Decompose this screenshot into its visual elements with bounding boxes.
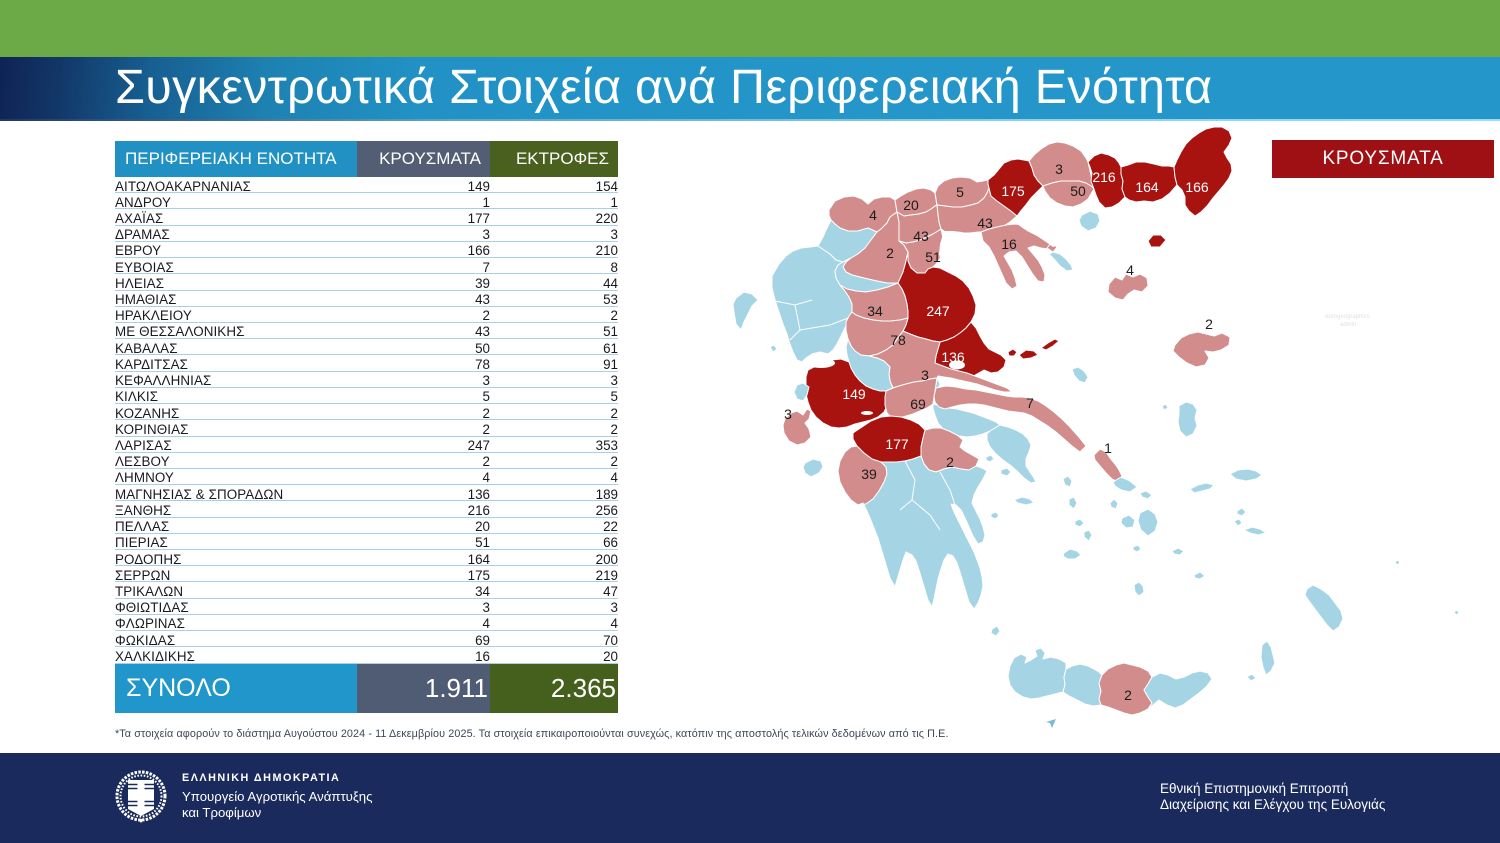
svg-text:136: 136 xyxy=(941,349,965,365)
svg-text:2: 2 xyxy=(946,454,954,470)
svg-text:216: 216 xyxy=(1092,169,1116,185)
svg-text:4: 4 xyxy=(1126,262,1134,278)
svg-text:164: 164 xyxy=(1135,179,1159,195)
svg-text:3: 3 xyxy=(1055,161,1063,177)
svg-text:2: 2 xyxy=(1124,687,1132,703)
svg-text:4: 4 xyxy=(869,207,877,223)
svg-text:3: 3 xyxy=(921,367,929,383)
svg-text:50: 50 xyxy=(1070,183,1086,199)
svg-text:5: 5 xyxy=(956,184,964,200)
svg-text:177: 177 xyxy=(885,436,909,452)
svg-text:1: 1 xyxy=(1104,440,1112,456)
svg-text:78: 78 xyxy=(890,332,906,348)
svg-text:43: 43 xyxy=(913,228,929,244)
svg-text:34: 34 xyxy=(867,303,883,319)
svg-text:16: 16 xyxy=(1001,236,1017,252)
svg-text:51: 51 xyxy=(925,249,941,265)
svg-text:7: 7 xyxy=(1026,395,1034,411)
svg-text:175: 175 xyxy=(1001,183,1025,199)
svg-text:166: 166 xyxy=(1185,179,1209,195)
svg-text:eurogeographics: eurogeographics xyxy=(1325,314,1370,320)
svg-text:admin: admin xyxy=(1340,322,1356,328)
svg-text:39: 39 xyxy=(861,466,877,482)
svg-text:20: 20 xyxy=(903,197,919,213)
svg-text:3: 3 xyxy=(784,406,792,422)
svg-text:2: 2 xyxy=(1205,316,1213,332)
svg-text:69: 69 xyxy=(910,396,926,412)
svg-text:43: 43 xyxy=(977,215,993,231)
svg-text:149: 149 xyxy=(842,386,866,402)
svg-text:2: 2 xyxy=(886,245,894,261)
svg-text:247: 247 xyxy=(926,303,950,319)
